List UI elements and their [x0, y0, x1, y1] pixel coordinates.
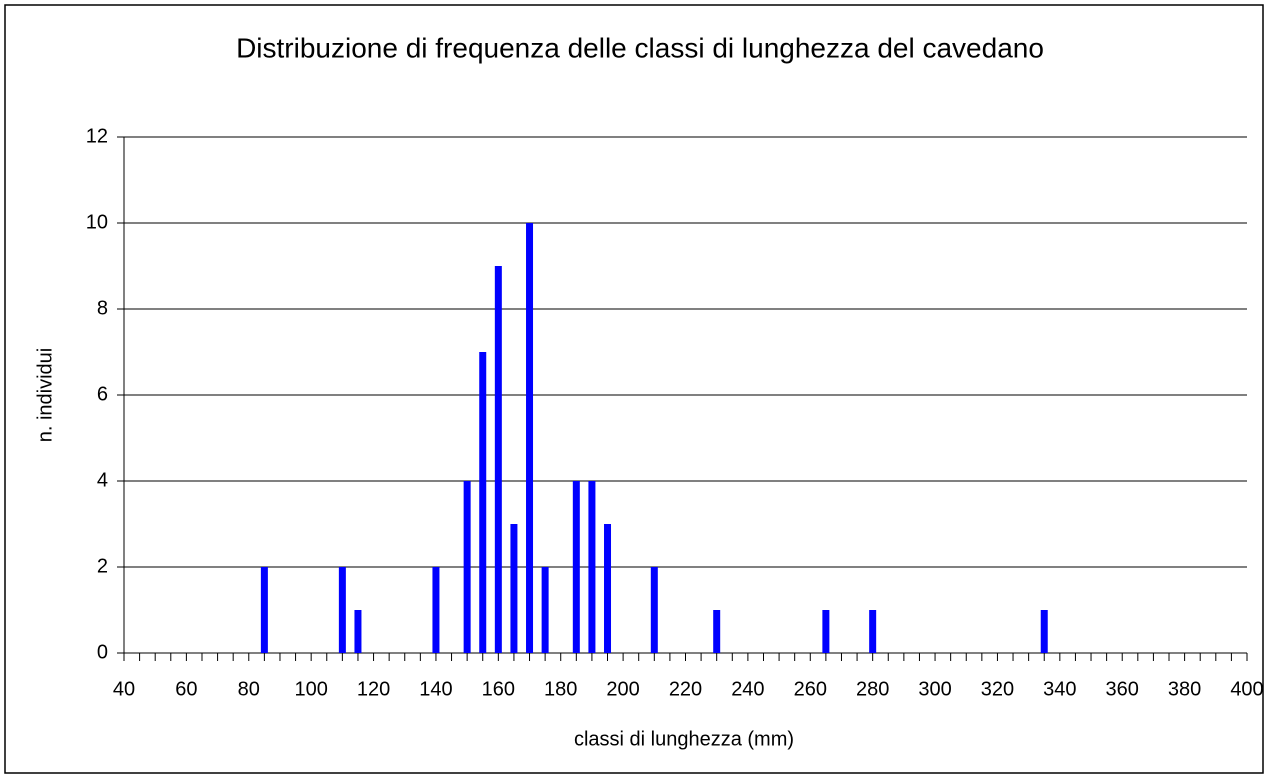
x-tick-label: 360	[1106, 678, 1139, 700]
y-tick-label: 10	[86, 211, 108, 233]
bar	[510, 524, 518, 653]
bar	[526, 223, 534, 653]
bar	[432, 567, 440, 653]
x-axis-label: classi di lunghezza (mm)	[574, 728, 794, 750]
bar	[869, 610, 877, 653]
y-tick-label: 0	[97, 641, 108, 663]
x-tick-label: 320	[981, 678, 1014, 700]
x-tick-label: 300	[918, 678, 951, 700]
bar	[604, 524, 612, 653]
y-axis-label: n. individui	[34, 348, 56, 443]
x-tick-label: 380	[1168, 678, 1201, 700]
bar	[572, 481, 580, 653]
bar	[463, 481, 471, 653]
x-tick-label: 240	[731, 678, 764, 700]
bar	[822, 610, 830, 653]
y-tick-label: 4	[97, 469, 108, 491]
bar	[588, 481, 596, 653]
x-tick-label: 80	[238, 678, 260, 700]
y-tick-label: 2	[97, 555, 108, 577]
x-tick-label: 280	[856, 678, 889, 700]
bar	[713, 610, 721, 653]
x-tick-label: 160	[482, 678, 515, 700]
y-tick-label: 12	[86, 125, 108, 147]
bar	[541, 567, 549, 653]
bar	[494, 266, 502, 653]
x-tick-label: 180	[544, 678, 577, 700]
bar	[338, 567, 346, 653]
bar	[260, 567, 268, 653]
x-tick-label: 40	[113, 678, 135, 700]
x-tick-label: 100	[294, 678, 327, 700]
bar	[650, 567, 658, 653]
x-tick-label: 400	[1230, 678, 1263, 700]
chart-title: Distribuzione di frequenza delle classi …	[236, 32, 1044, 63]
x-tick-label: 340	[1043, 678, 1076, 700]
x-tick-label: 120	[357, 678, 390, 700]
bar	[354, 610, 362, 653]
y-tick-label: 8	[97, 297, 108, 319]
chart-border	[4, 4, 1264, 774]
bar	[1040, 610, 1048, 653]
x-tick-label: 200	[606, 678, 639, 700]
y-tick-label: 6	[97, 383, 108, 405]
x-tick-label: 140	[419, 678, 452, 700]
x-tick-label: 260	[794, 678, 827, 700]
x-tick-label: 60	[175, 678, 197, 700]
x-tick-label: 220	[669, 678, 702, 700]
bar	[479, 352, 487, 653]
